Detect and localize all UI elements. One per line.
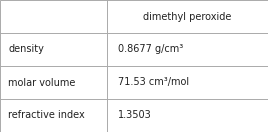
Text: 1.3503: 1.3503 <box>118 110 152 121</box>
Text: refractive index: refractive index <box>8 110 85 121</box>
Text: 0.8677 g/cm³: 0.8677 g/cm³ <box>118 44 183 55</box>
Text: dimethyl peroxide: dimethyl peroxide <box>143 11 232 22</box>
Text: density: density <box>8 44 44 55</box>
Text: molar volume: molar volume <box>8 77 75 88</box>
Text: 71.53 cm³/mol: 71.53 cm³/mol <box>118 77 189 88</box>
